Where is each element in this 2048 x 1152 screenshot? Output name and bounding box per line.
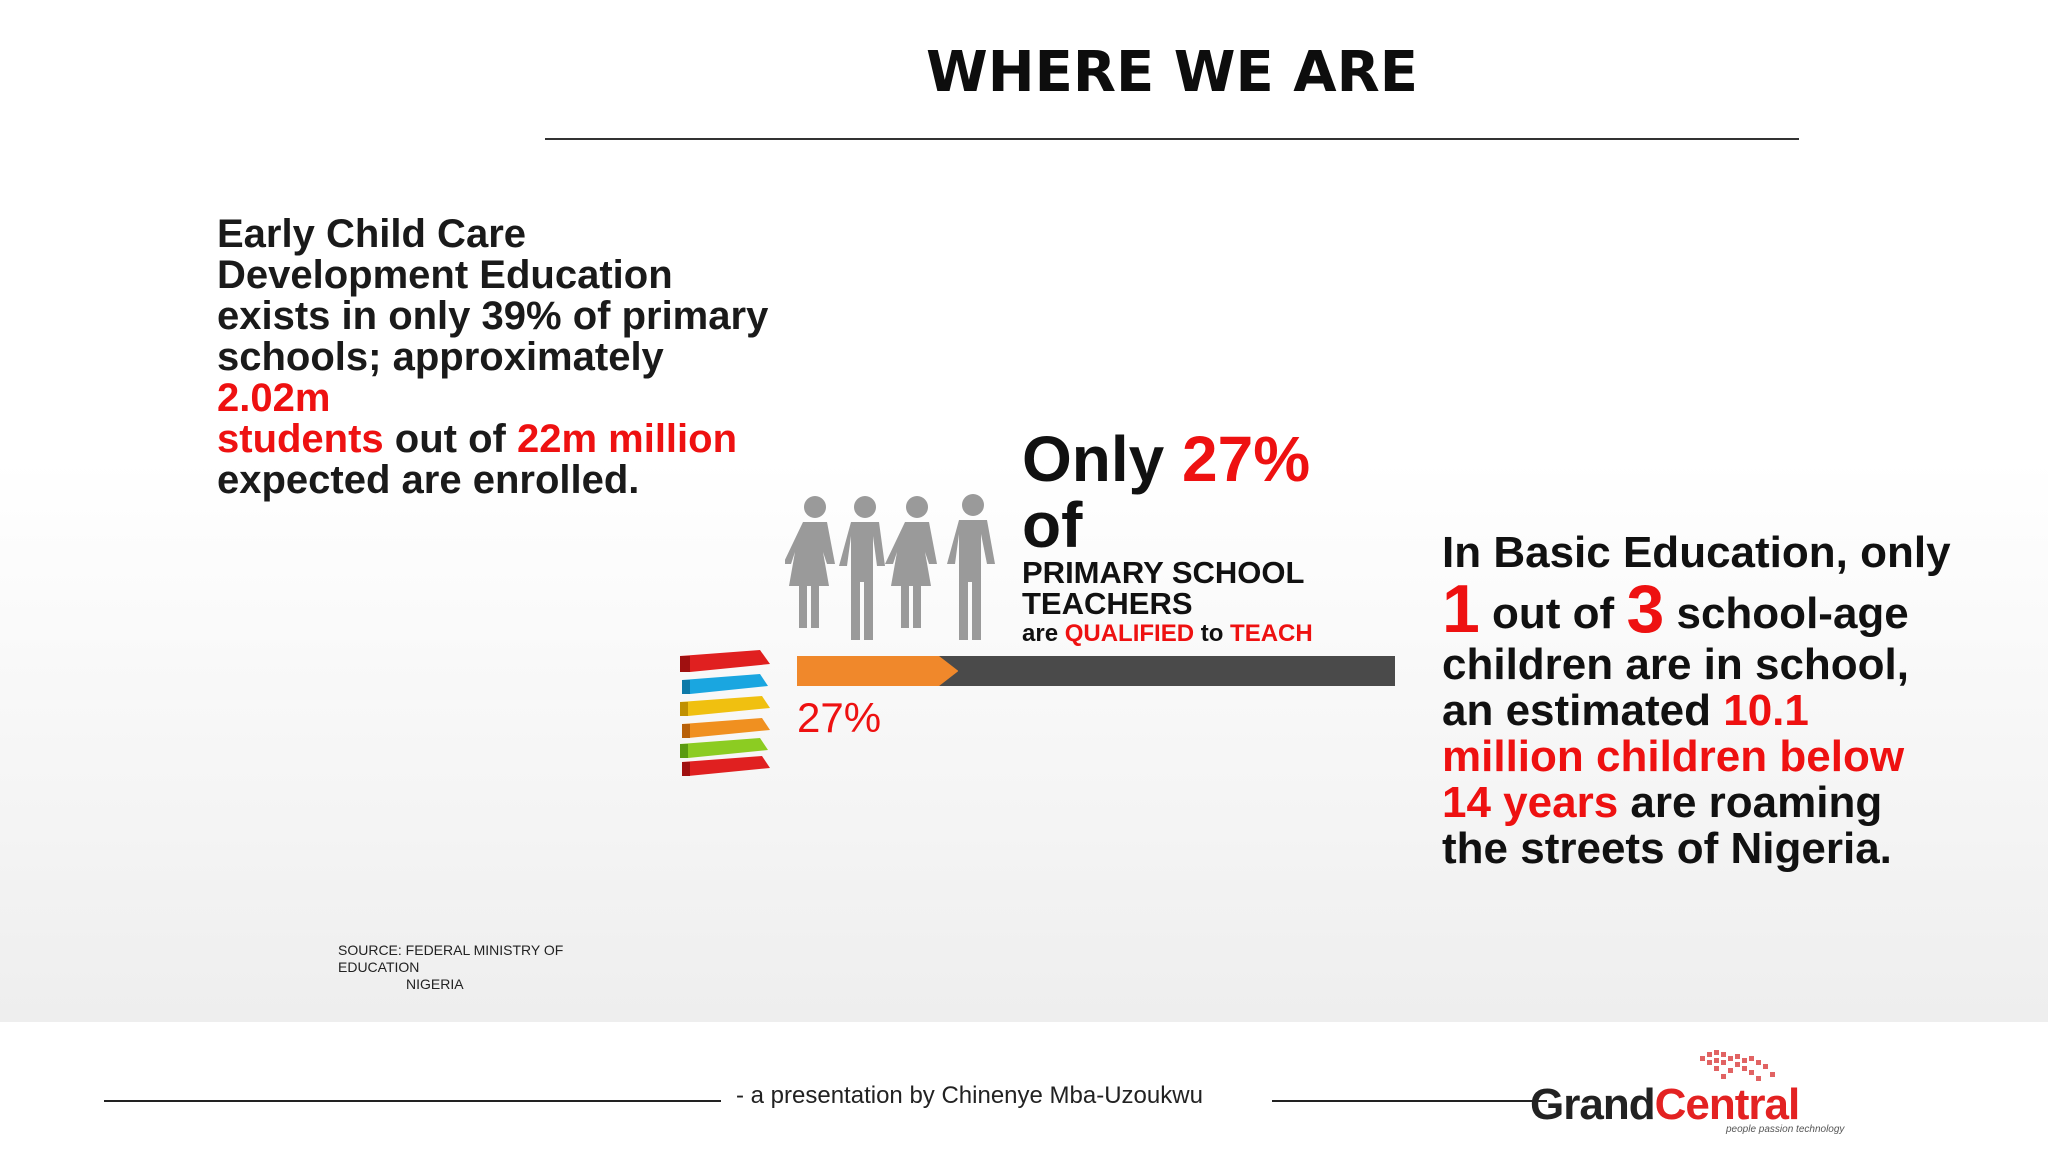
ecce-expected-count: 22m million [516, 417, 738, 461]
to-word: to [1194, 620, 1231, 647]
one-number: 1 [1442, 571, 1480, 647]
qualified-teachers-bar-fill [797, 656, 959, 686]
presenter-byline: - a presentation by Chinenye Mba-Uzoukwu [736, 1082, 1203, 1109]
slide-background [0, 0, 2048, 1022]
basic-education-statement: In Basic Education, only 1 out of 3 scho… [1442, 530, 2042, 872]
page-title: WHERE WE ARE [926, 40, 1418, 105]
teachers-percent: 27% [1182, 423, 1311, 495]
basic-line-6: 14 years are roaming [1442, 780, 2042, 826]
teachers-people-icon [785, 494, 995, 640]
ecce-line-6: students out of 22m million [217, 419, 837, 460]
school-age-text: school-age [1664, 589, 1909, 638]
three-number: 3 [1626, 571, 1665, 647]
logo-tagline: people passion technology [1726, 1124, 1845, 1135]
ecce-out-of: out of [383, 417, 517, 461]
roaming-text: are roaming [1618, 778, 1883, 827]
ecce-line-2: Development Education [217, 253, 673, 297]
teachers-label: TEACHERS [1022, 586, 1193, 621]
primary-school-label: PRIMARY SCHOOL [1022, 555, 1305, 590]
ecce-line-7: expected are enrolled. [217, 458, 640, 502]
source-note: SOURCE: FEDERAL MINISTRY OF EDUCATION NI… [338, 942, 638, 993]
ecce-enrolled-count: 2.02m [217, 376, 331, 420]
age-limit: 14 years [1442, 778, 1619, 827]
basic-line-5: million children below [1442, 732, 1905, 781]
footer-rule-right [1272, 1100, 1547, 1102]
children-count: 10.1 [1723, 686, 1809, 735]
only-percent-heading: Only 27% [1022, 427, 1310, 491]
ecce-line-3: exists in only 39% of primary [217, 294, 769, 338]
qualified-teachers-bar-label: 27% [797, 694, 882, 741]
are-word: are [1022, 620, 1065, 647]
grandcentral-logo: GrandCentral people passion technology [1530, 1044, 1854, 1135]
logo-map-graphic [1700, 1050, 1775, 1081]
primary-school-teachers: PRIMARY SCHOOL TEACHERS [1022, 557, 1304, 619]
title-underline [545, 138, 1799, 140]
ecce-line-4: schools; approximately [217, 335, 664, 379]
source-line-2: EDUCATION [338, 959, 420, 975]
source-line-1: SOURCE: FEDERAL MINISTRY OF [338, 942, 564, 958]
footer-rule-left [104, 1100, 721, 1102]
out-of-text: out of [1479, 589, 1627, 638]
books-stack-icon [680, 650, 770, 776]
ecce-students-word: students [217, 417, 384, 461]
footer-area [0, 1022, 2048, 1152]
teach-word: TEACH [1230, 620, 1313, 647]
logo-wordmark: GrandCentral [1530, 1080, 1800, 1129]
estimated-text: an estimated [1442, 686, 1724, 735]
basic-line-3: children are in school, [1442, 640, 1910, 689]
qualified-word: QUALIFIED [1064, 620, 1195, 647]
basic-line-4: an estimated 10.1 [1442, 688, 2042, 734]
basic-line-2: 1 out of 3 school-age [1442, 575, 2042, 643]
source-line-3: NIGERIA [406, 976, 464, 992]
of-word: of [1022, 489, 1083, 561]
ecce-line-1: Early Child Care [217, 212, 527, 256]
ecce-statement: Early Child Care Development Education e… [217, 214, 837, 501]
basic-line-7: the streets of Nigeria. [1442, 824, 1892, 873]
basic-line-1: In Basic Education, only [1442, 528, 1951, 577]
qualified-to-teach: are QUALIFIED to TEACH [1022, 620, 1313, 648]
only-word: Only [1022, 423, 1183, 495]
